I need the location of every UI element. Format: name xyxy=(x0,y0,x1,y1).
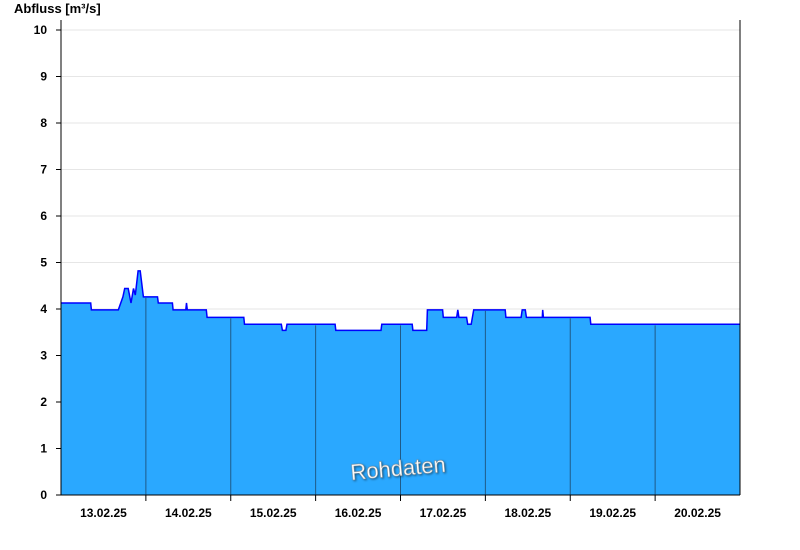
y-tick-label: 3 xyxy=(40,349,47,363)
y-tick-label: 9 xyxy=(40,70,47,84)
x-tick-label: 18.02.25 xyxy=(504,506,551,520)
y-tick-label: 7 xyxy=(40,163,47,177)
y-tick-label: 6 xyxy=(40,209,47,223)
y-tick-label: 2 xyxy=(40,395,47,409)
x-tick-label: 15.02.25 xyxy=(250,506,297,520)
y-tick-label: 0 xyxy=(40,488,47,502)
x-tick-label: 19.02.25 xyxy=(589,506,636,520)
y-tick-label: 1 xyxy=(40,442,47,456)
x-tick-label: 20.02.25 xyxy=(674,506,721,520)
y-tick-label: 5 xyxy=(40,256,47,270)
y-tick-label: 4 xyxy=(40,302,47,316)
x-tick-label: 17.02.25 xyxy=(420,506,467,520)
y-tick-label: 10 xyxy=(34,23,48,37)
x-tick-label: 14.02.25 xyxy=(165,506,212,520)
y-tick-label: 8 xyxy=(40,116,47,130)
y-axis-label: Abfluss [m³/s] xyxy=(14,1,101,16)
x-tick-label: 16.02.25 xyxy=(335,506,382,520)
discharge-line xyxy=(61,270,740,332)
x-tick-label: 13.02.25 xyxy=(80,506,127,520)
